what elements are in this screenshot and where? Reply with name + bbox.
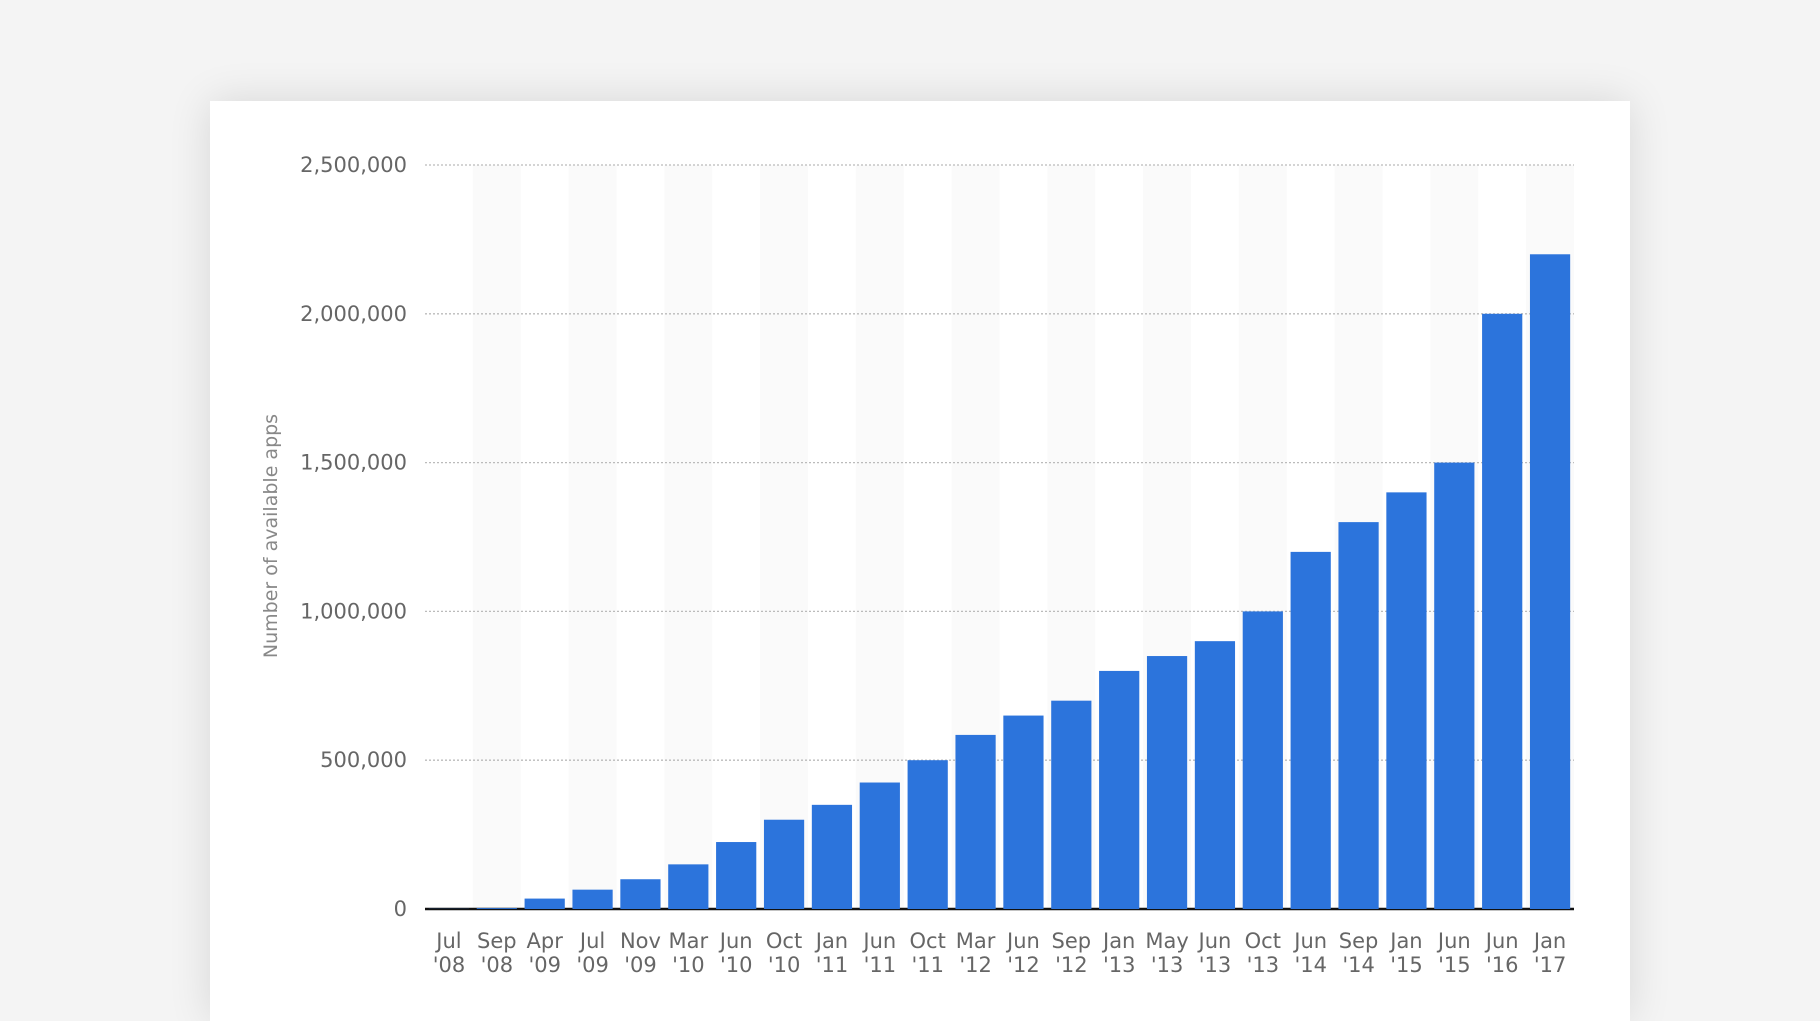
bar [1195,641,1235,909]
y-tick-label: 2,500,000 [300,153,407,177]
bar [1291,552,1331,909]
x-tick-label: Jun [1197,929,1232,953]
y-tick-label: 500,000 [320,748,407,772]
x-tick-label: Jun [1436,929,1471,953]
x-tick-label: '14 [1342,953,1375,977]
x-tick-label: '09 [624,953,657,977]
category-band [664,165,712,909]
x-tick-label: '11 [911,953,944,977]
bar [1434,463,1474,909]
x-tick-label: '14 [1294,953,1327,977]
x-tick-label: '13 [1103,953,1136,977]
bar [620,879,660,909]
x-tick-label: '09 [576,953,609,977]
x-tick-label: '15 [1438,953,1471,977]
x-tick-label: '08 [481,953,514,977]
x-tick-label: Mar [669,929,709,953]
bar [477,908,517,909]
category-band [760,165,808,909]
bar [1338,522,1378,909]
category-band [569,165,617,909]
x-tick-label: '16 [1486,953,1519,977]
x-tick-label: Jun [861,929,896,953]
bar [860,783,900,909]
bar [716,842,756,909]
y-axis-label: Number of available apps [260,414,282,658]
bar [908,760,948,909]
bar [955,735,995,909]
x-tick-label: '12 [959,953,992,977]
y-tick-label: 2,000,000 [300,302,407,326]
bar [764,820,804,909]
x-tick-label: Mar [956,929,996,953]
y-tick-label: 1,000,000 [300,599,407,623]
x-tick-label: Jan [1101,929,1135,953]
x-tick-label: '15 [1390,953,1423,977]
x-tick-label: '11 [816,953,849,977]
x-tick-label: '17 [1534,953,1567,977]
x-tick-label: '12 [1007,953,1040,977]
x-tick-label: Sep [1052,929,1092,953]
bar [1482,314,1522,909]
x-tick-label: '09 [528,953,561,977]
bar [1147,656,1187,909]
x-tick-label: Nov [620,929,661,953]
x-tick-label: Jan [814,929,848,953]
bar [572,890,612,909]
x-tick-label: '10 [720,953,753,977]
bar [1051,701,1091,909]
x-tick-label: '10 [672,953,705,977]
bar [525,899,565,909]
x-tick-label: Jul [578,929,605,953]
bar [1530,254,1570,909]
x-tick-label: Oct [910,929,946,953]
x-tick-label: Oct [766,929,802,953]
bar [812,805,852,909]
bar-chart: Jul'08Sep'08Apr'09Jul'09Nov'09Mar'10Jun'… [210,101,1630,1021]
bar [1386,492,1426,909]
x-tick-label: Jun [718,929,753,953]
y-tick-label: 0 [394,897,407,921]
bar [1243,611,1283,909]
x-tick-label: Sep [1339,929,1379,953]
x-tick-label: Oct [1245,929,1281,953]
bar [668,864,708,909]
x-tick-label: Jan [1532,929,1566,953]
category-band [473,165,521,909]
x-tick-label: '13 [1199,953,1232,977]
x-tick-label: Sep [477,929,517,953]
x-tick-label: '12 [1055,953,1088,977]
x-tick-label: Apr [527,929,564,953]
x-tick-label: '11 [864,953,897,977]
x-tick-label: Jan [1388,929,1422,953]
x-tick-label: Jun [1484,929,1519,953]
x-tick-label: '13 [1247,953,1280,977]
x-tick-label: '13 [1151,953,1184,977]
y-tick-label: 1,500,000 [300,451,407,475]
bar [1099,671,1139,909]
x-tick-label: Jun [1005,929,1040,953]
bar [1003,716,1043,909]
x-tick-label: May [1145,929,1188,953]
x-tick-label: '08 [433,953,466,977]
x-tick-label: '10 [768,953,801,977]
x-tick-label: Jul [434,929,461,953]
x-tick-label: Jun [1292,929,1327,953]
